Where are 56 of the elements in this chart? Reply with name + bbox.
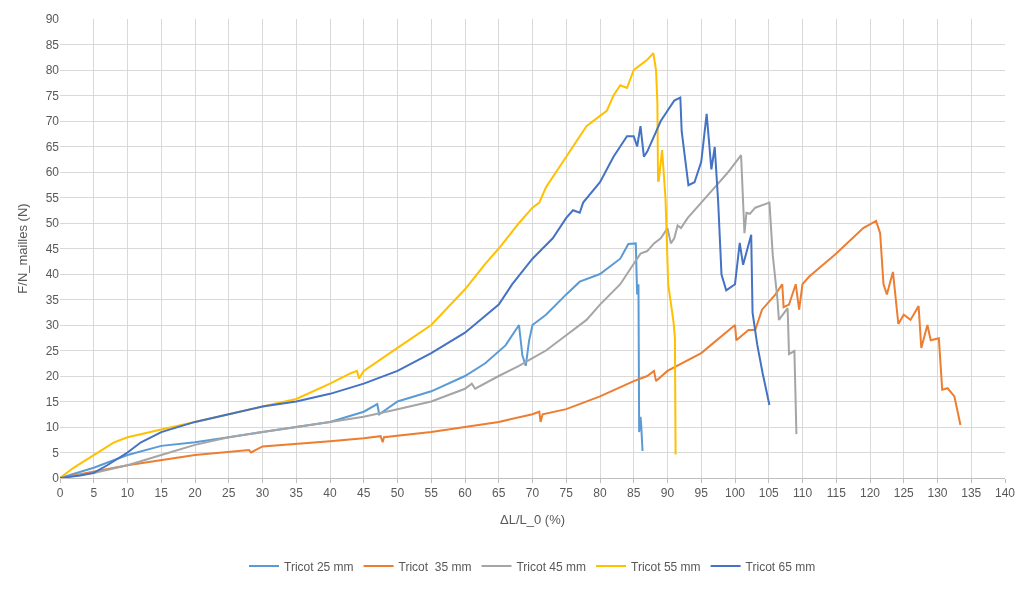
y-tick-label: 40: [45, 267, 60, 282]
y-axis-title: F/N_mailles (N): [14, 203, 30, 294]
legend-label: Tricot 65 mm: [745, 559, 816, 574]
y-tick-label: 90: [45, 12, 60, 27]
x-tick-label: 65: [492, 486, 506, 501]
y-tick-label: 15: [45, 394, 60, 409]
x-tick-label: 10: [120, 486, 135, 501]
y-tick-label: 65: [45, 139, 60, 154]
x-tick-label: 70: [525, 486, 540, 501]
y-tick-label: 45: [45, 241, 60, 256]
x-tick-label: 105: [758, 486, 780, 501]
legend-label: Tricot 35 mm: [398, 559, 472, 574]
legend-label: Tricot 55 mm: [631, 559, 701, 574]
y-tick-label: 60: [45, 165, 60, 180]
line-series: [60, 52, 677, 478]
x-tick-label: 50: [390, 486, 405, 501]
x-tick-label: 5: [90, 486, 98, 501]
x-axis-title: ΔL/L_0 (%): [499, 512, 566, 527]
x-tick-label: 100: [724, 486, 746, 501]
x-tick-label: 135: [961, 486, 982, 501]
legend-label: Tricot 25 mm: [284, 559, 354, 574]
x-tick-label: 140: [994, 486, 1016, 501]
y-tick-label: 50: [45, 216, 60, 231]
y-tick-label: 80: [45, 63, 60, 78]
x-tick-label: 25: [222, 486, 236, 501]
y-tick-label: 10: [45, 420, 60, 435]
y-tick-label: 70: [45, 114, 60, 129]
y-tick-label: 20: [45, 369, 60, 384]
y-tick-label: 75: [45, 88, 60, 103]
y-tick-label: 0: [52, 471, 60, 486]
x-tick-label: 20: [188, 486, 202, 501]
x-tick-label: 125: [893, 486, 915, 501]
y-tick-label: 35: [45, 292, 60, 307]
x-tick-label: 60: [458, 486, 472, 501]
x-tick-label: 80: [593, 486, 607, 501]
x-tick-label: 45: [357, 486, 371, 501]
y-tick-label: 85: [45, 37, 60, 52]
x-tick-label: 120: [859, 486, 881, 501]
x-tick-label: 75: [559, 486, 574, 501]
x-tick-label: 55: [424, 486, 439, 501]
line-series: [60, 96, 771, 478]
x-tick-label: 90: [660, 486, 675, 501]
x-tick-label: 15: [154, 486, 169, 501]
legend-label: Tricot 45 mm: [516, 559, 587, 574]
y-tick-label: 55: [45, 190, 60, 205]
x-tick-label: 85: [627, 486, 641, 501]
x-tick-label: 95: [694, 486, 709, 501]
x-tick-label: 115: [826, 486, 847, 501]
y-tick-label: 5: [52, 445, 60, 460]
x-tick-label: 30: [255, 486, 270, 501]
y-tick-label: 30: [45, 318, 60, 333]
x-tick-label: 130: [927, 486, 948, 501]
x-tick-label: 110: [792, 486, 813, 501]
x-tick-label: 35: [289, 486, 304, 501]
y-tick-label: 25: [45, 343, 60, 358]
x-tick-label: 40: [323, 486, 337, 501]
